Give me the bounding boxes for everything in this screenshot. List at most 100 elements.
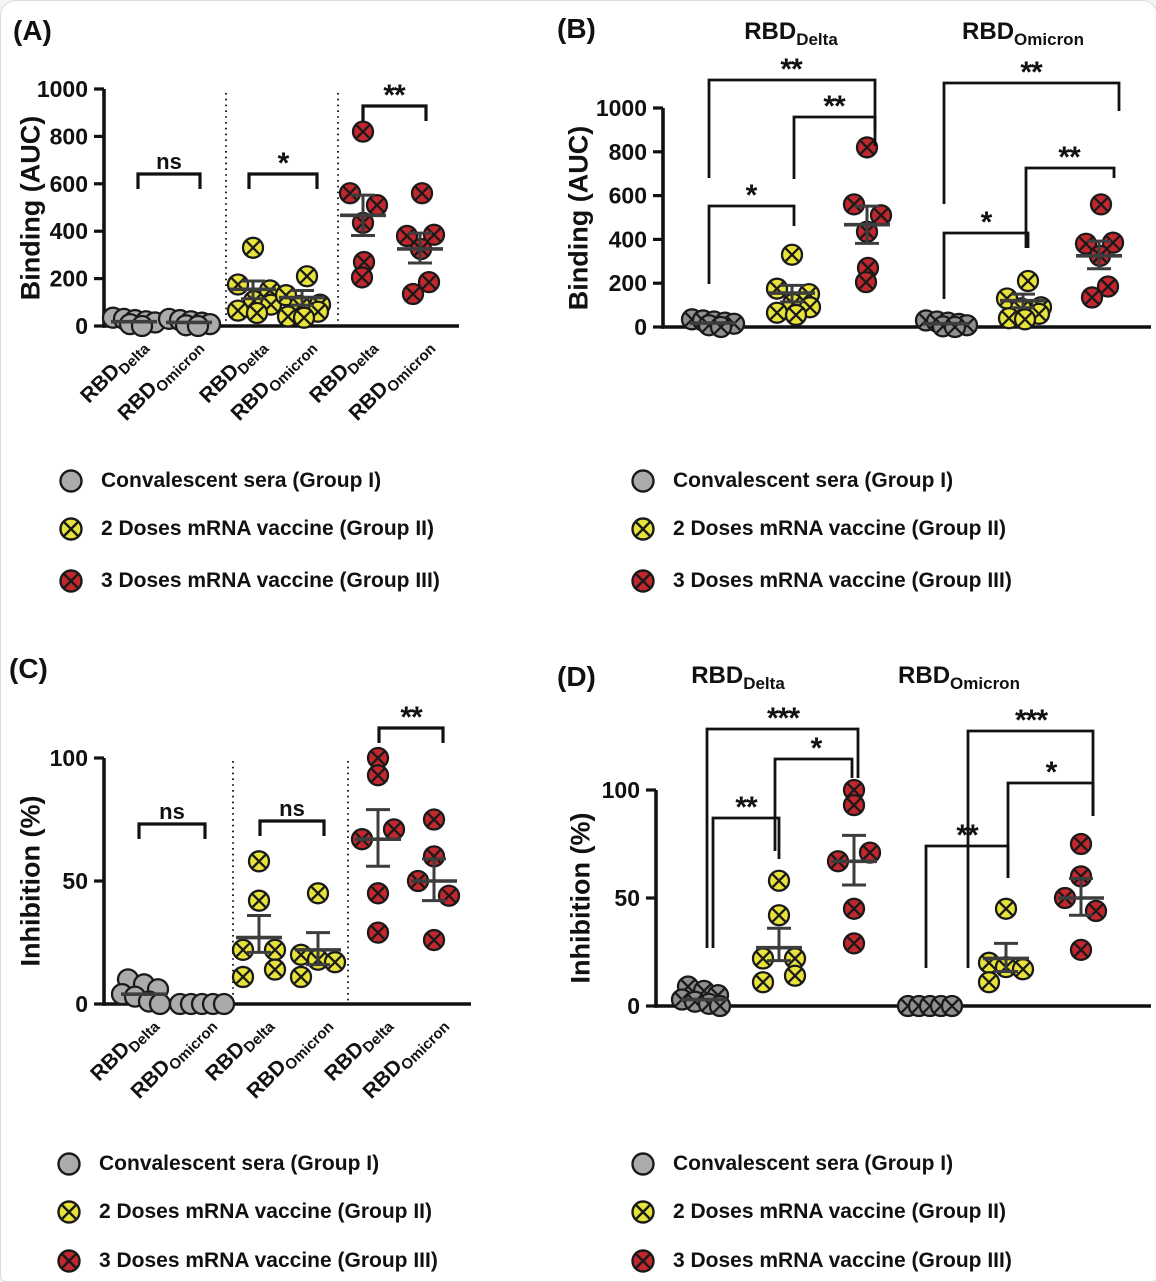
- marker-cross-icon: [1020, 273, 1036, 289]
- legend-item-group2: 2 Doses mRNA vaccine (Group II): [58, 512, 434, 546]
- category-label: RBDOmicron: [358, 1011, 453, 1106]
- legend-label: 2 Doses mRNA vaccine (Group II): [673, 517, 1006, 540]
- marker-cross-icon: [784, 247, 800, 263]
- gray-circle-icon: [631, 469, 655, 493]
- marker-cross-icon: [426, 848, 442, 865]
- marker-cross-icon: [426, 932, 442, 948]
- marker-cross-icon: [846, 782, 862, 798]
- marker-cross-icon: [267, 942, 283, 958]
- marker-cross-icon: [1084, 289, 1100, 306]
- data-point-gray: [148, 992, 172, 1016]
- legend-label: 2 Doses mRNA vaccine (Group II): [673, 1200, 1006, 1223]
- significance-bracket: [942, 231, 1030, 299]
- gray-circle-icon: [57, 1152, 81, 1176]
- marker-cross-icon: [1017, 311, 1033, 327]
- significance-label: **: [823, 90, 846, 123]
- legend-label: 3 Doses mRNA vaccine (Group III): [99, 1249, 438, 1272]
- marker-cross-icon: [421, 274, 437, 290]
- marker-cross-icon: [251, 853, 267, 869]
- marker-cross-icon: [414, 185, 430, 201]
- legend-item-group3: 3 Doses mRNA vaccine (Group III): [58, 564, 440, 598]
- data-point-gray: [130, 314, 154, 338]
- legend-label: 2 Doses mRNA vaccine (Group II): [101, 517, 434, 540]
- y-tick-label: 0: [634, 314, 647, 340]
- y-tick-label: 0: [627, 993, 640, 1019]
- panel-d-label: (D): [557, 661, 596, 692]
- legend-label: 2 Doses mRNA vaccine (Group II): [99, 1200, 432, 1223]
- y-tick-label: 0: [75, 991, 88, 1017]
- significance-label: *: [981, 206, 993, 239]
- significance-label: **: [1020, 56, 1043, 89]
- legend-item-group2: 2 Doses mRNA vaccine (Group II): [630, 1195, 1006, 1229]
- marker-cross-icon: [370, 885, 386, 901]
- legend-item-group3: 3 Doses mRNA vaccine (Group III): [630, 564, 1012, 598]
- marker-cross-icon: [755, 950, 771, 967]
- marker-cross-icon: [846, 196, 862, 212]
- significance-label: **: [1058, 141, 1081, 174]
- significance-label: *: [811, 732, 823, 765]
- marker-cross-icon: [296, 310, 312, 326]
- marker-cross-icon: [245, 240, 261, 256]
- significance-bracket: [942, 81, 1121, 204]
- group-title: RBDDelta: [691, 662, 785, 693]
- yellow-cross-circle-icon: [57, 1200, 81, 1224]
- marker-cross-icon: [846, 901, 862, 917]
- marker-cross-icon: [327, 954, 343, 970]
- marker-cross-icon: [787, 950, 803, 967]
- significance-bracket: [707, 78, 877, 178]
- significance-bracket: [258, 819, 326, 836]
- significance-bracket: [792, 115, 877, 179]
- y-tick-label: 50: [62, 868, 88, 894]
- marker-cross-icon: [1078, 236, 1094, 252]
- y-tick-label: 200: [50, 266, 88, 292]
- marker-cross-icon: [1073, 868, 1089, 885]
- yellow-cross-circle-icon: [59, 517, 83, 541]
- marker-cross-icon: [1073, 942, 1089, 958]
- y-tick-label: 100: [602, 777, 640, 803]
- y-tick-label: 50: [614, 885, 640, 911]
- marker-cross-icon: [293, 969, 309, 985]
- legend-label: Convalescent sera (Group I): [673, 1152, 954, 1175]
- y-tick-label: 1000: [596, 95, 647, 121]
- marker-cross-icon: [355, 124, 371, 140]
- marker-cross-icon: [370, 767, 386, 783]
- significance-bracket: [247, 172, 319, 189]
- significance-bracket: [361, 104, 428, 121]
- yellow-cross-circle-icon: [631, 1200, 655, 1224]
- data-point-gray: [186, 314, 210, 338]
- significance-label: ns: [279, 796, 305, 821]
- marker-cross-icon: [356, 254, 372, 270]
- category-label: RBDOmicron: [113, 333, 208, 428]
- marker-cross-icon: [873, 207, 889, 223]
- significance-label: ns: [156, 149, 182, 174]
- legend-label: Convalescent sera (Group I): [101, 469, 382, 492]
- y-tick-label: 800: [609, 139, 647, 165]
- legend-item-group1: Convalescent sera (Group I): [56, 1147, 379, 1181]
- legend-label: Convalescent sera (Group I): [673, 469, 954, 492]
- group-title: RBDDelta: [744, 18, 838, 49]
- gray-circle-icon: [59, 469, 83, 493]
- marker-cross-icon: [862, 845, 878, 861]
- red-cross-circle-icon: [631, 569, 655, 593]
- significance-label: **: [400, 701, 423, 734]
- marker-cross-icon: [370, 750, 386, 766]
- data-point-gray: [212, 992, 236, 1016]
- marker-cross-icon: [981, 974, 997, 990]
- legend-label: Convalescent sera (Group I): [99, 1152, 380, 1175]
- marker-cross-icon: [712, 998, 728, 1014]
- category-label: RBDOmicron: [242, 1011, 337, 1106]
- marker-cross-icon: [386, 821, 402, 837]
- marker-cross-icon: [788, 307, 804, 323]
- group-title: RBDOmicron: [898, 662, 1020, 693]
- significance-bracket: [773, 757, 854, 851]
- significance-label: **: [780, 53, 803, 86]
- category-label: RBDOmicron: [344, 333, 439, 428]
- marker-cross-icon: [342, 185, 358, 201]
- legend-item-group1: Convalescent sera (Group I): [58, 464, 381, 498]
- marker-cross-icon: [426, 227, 442, 243]
- marker-cross-icon: [1105, 235, 1121, 251]
- legend-label: 3 Doses mRNA vaccine (Group III): [101, 569, 440, 592]
- significance-label: *: [278, 147, 290, 180]
- marker-cross-icon: [235, 969, 251, 985]
- red-cross-circle-icon: [631, 1249, 655, 1273]
